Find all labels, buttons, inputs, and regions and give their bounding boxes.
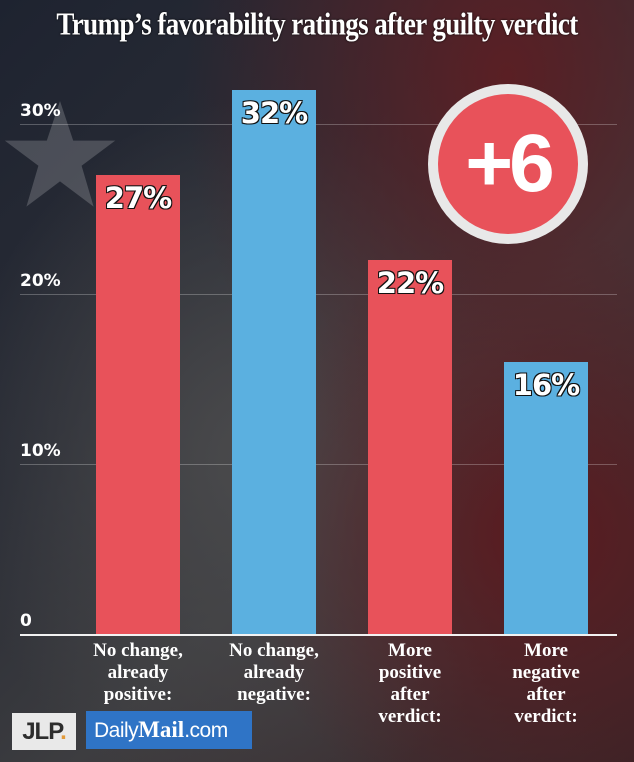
dailymail-logo: DailyMail.com [86,711,252,749]
bar-no-change-positive: 27% [96,175,180,634]
jlp-logo: JLP. [12,713,76,750]
dailymail-suffix: .com [184,719,228,742]
chart-title: Trump’s favorability ratings after guilt… [56,6,578,42]
category-label-no-change-negative: No change, already negative: [229,640,319,705]
y-tick-10: 10% [20,441,61,461]
category-label-more-negative: More negative after verdict: [512,640,580,727]
bar-value-label: 22% [376,265,445,301]
jlp-logo-text: JLP [22,718,61,745]
bar-value-label: 32% [240,95,309,131]
gridline-30 [20,124,617,125]
y-tick-20: 20% [20,271,61,291]
dailymail-brand: Mail [138,717,185,742]
y-tick-0: 0 [20,611,32,631]
category-label-no-change-positive: No change, already positive: [93,640,183,705]
jlp-logo-dot: . [60,718,67,745]
gridline-10 [20,464,617,465]
category-label-more-positive: More positive after verdict: [378,640,442,727]
x-axis-baseline [20,634,617,636]
bar-value-label: 27% [104,180,173,216]
flag-star-icon [4,101,116,207]
badge-text: +6 [438,94,578,234]
bar-more-positive: 22% [368,260,452,634]
bar-no-change-negative: 32% [232,90,316,634]
bar-more-negative: 16% [504,362,588,634]
dailymail-prefix: Daily [94,719,139,742]
y-tick-30: 30% [20,101,61,121]
gridline-20 [20,294,617,295]
bar-value-label: 16% [512,367,581,403]
net-change-badge: +6 [428,84,588,244]
